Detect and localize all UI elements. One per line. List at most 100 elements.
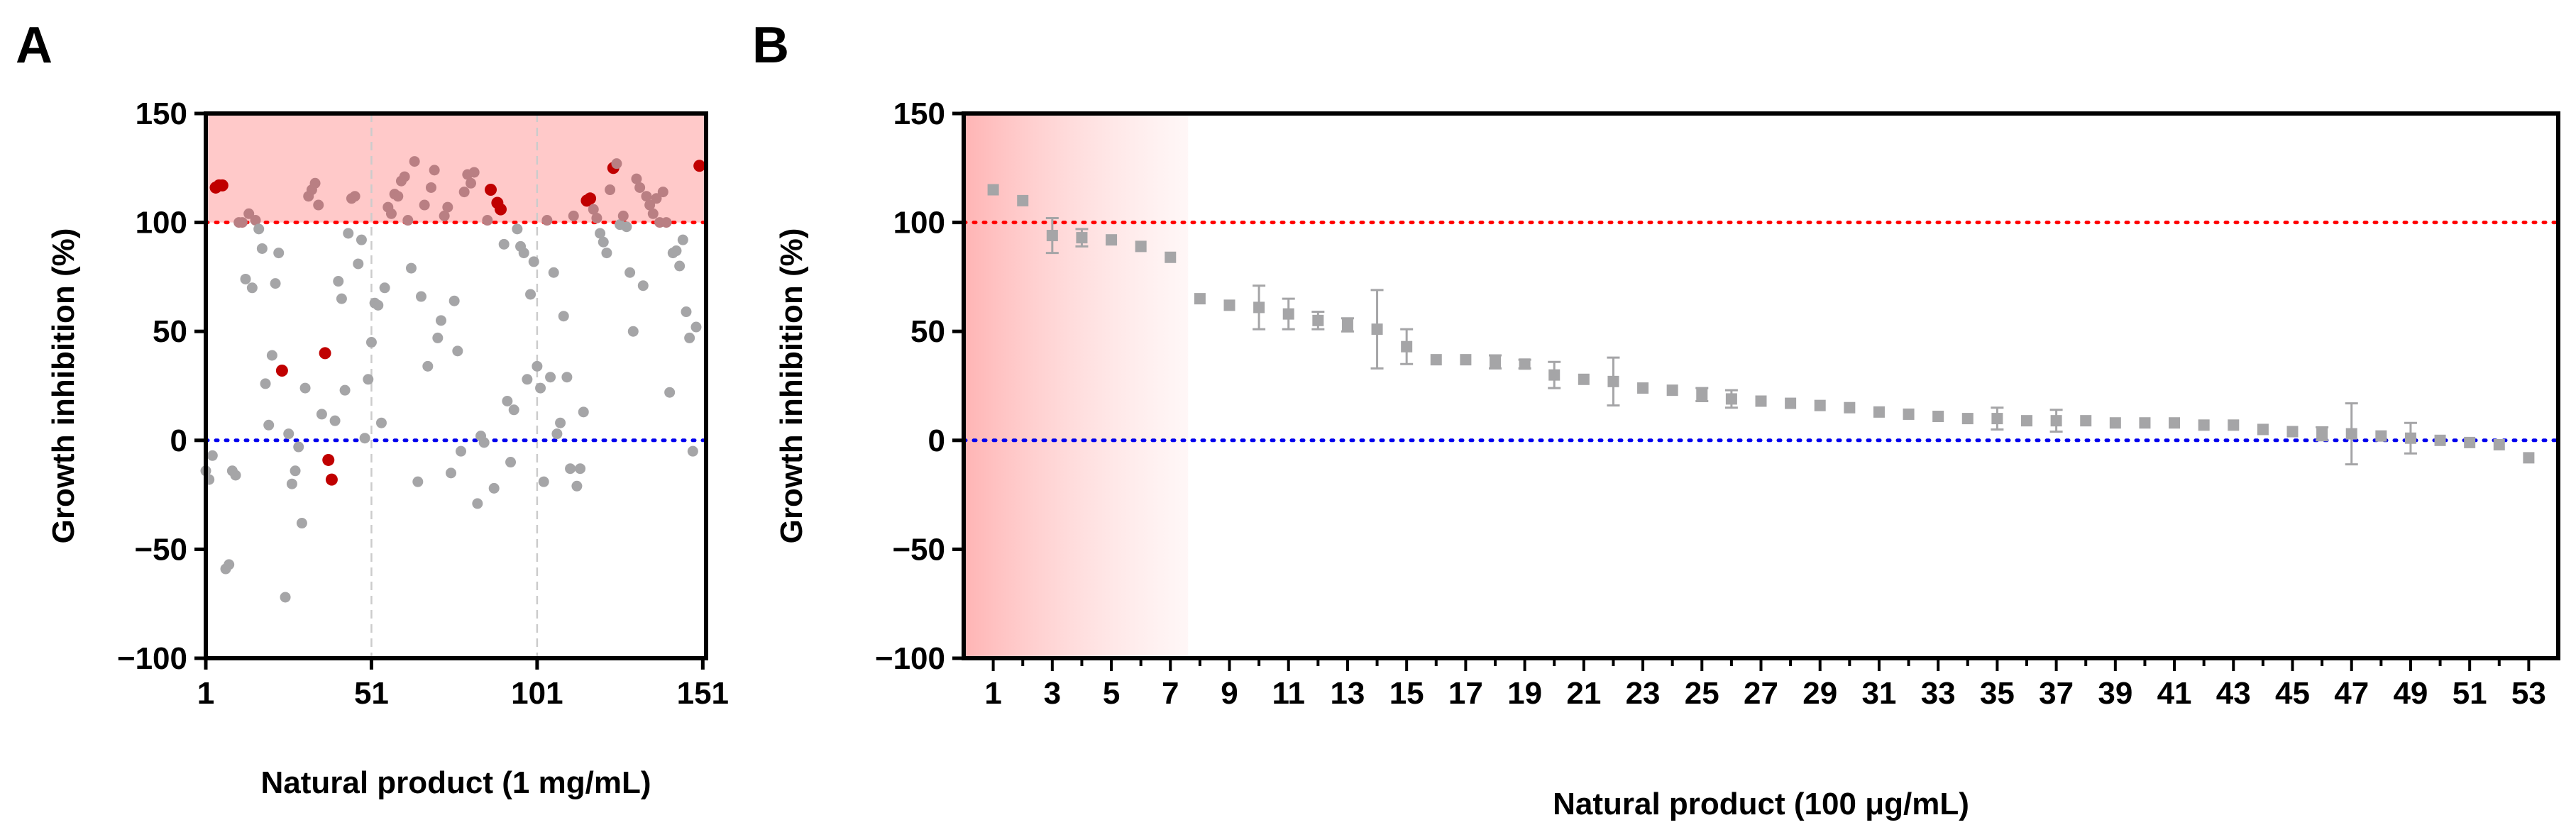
b-data-point [1873,406,1885,418]
b-y-tick-label: −50 [892,532,945,567]
b-data-point [1076,232,1088,244]
a-x-tick-label: 151 [677,676,729,711]
a-data-point [627,326,639,337]
b-plot-frame [962,111,2560,660]
b-x-tick-label: 1 [984,676,1001,711]
a-data-point [664,387,676,398]
a-data-point [561,372,573,383]
b-y-tick-label: 0 [928,423,945,458]
a-data-point [243,208,255,219]
a-data-point [498,238,510,250]
panel-letter-b: B [752,17,789,74]
b-x-axis-title: Natural product (100 μg/mL) [1553,787,1969,821]
a-data-point [256,243,268,254]
b-data-point [1519,358,1531,370]
b-x-tick-label: 45 [2275,676,2310,711]
a-data-point [651,193,662,204]
a-data-point [313,199,324,211]
a-data-point [322,453,335,466]
b-data-point [2345,428,2357,440]
a-data-point [415,291,426,302]
b-x-tick-label: 51 [2453,676,2487,711]
a-data-point [399,171,410,182]
b-data-point [2464,436,2476,448]
a-data-point [260,378,271,389]
a-data-point [230,470,241,481]
b-data-point [1135,240,1147,253]
b-data-point [2434,434,2446,446]
a-data-point [631,173,642,184]
a-data-point [575,463,586,475]
a-data-point [647,208,659,219]
a-data-point [634,182,646,193]
a-data-point [290,465,301,477]
b-data-point [1046,230,1058,242]
a-data-point [684,332,695,343]
a-data-point [681,306,692,318]
a-data-point [482,215,493,226]
a-data-point [518,248,529,259]
b-x-tick-label: 25 [1685,676,1719,711]
b-data-point [1312,314,1324,326]
b-x-tick-label: 33 [1921,676,1956,711]
b-data-point [1430,354,1442,366]
a-data-point [601,248,612,259]
b-data-point [1371,323,1383,336]
b-data-point [1637,382,1649,394]
b-y-axis-title: Growth inhibition (%) [774,228,809,544]
b-data-point [2404,432,2416,444]
a-data-point [555,417,566,428]
b-data-point [1017,194,1029,206]
a-data-point [505,457,517,468]
a-data-point [485,184,497,196]
b-x-tick-label: 3 [1044,676,1061,711]
b-data-point [1548,369,1561,381]
a-data-point [319,347,331,360]
b-x-tick-label: 15 [1389,676,1424,711]
a-data-point [336,293,347,304]
b-data-point [1755,395,1767,407]
b-data-point [2139,417,2151,429]
a-data-point [286,478,297,489]
b-x-tick-label: 9 [1221,676,1238,711]
b-x-tick-label: 19 [1507,676,1542,711]
a-data-point [456,445,467,457]
a-data-point [236,217,248,228]
a-data-point [452,345,463,357]
a-data-point [472,498,483,509]
a-data-point [425,182,436,193]
b-x-axis: 1 3 5 7 9 11 13 15 17 19 21 23 25 27 29 31 33 35 37 39 41 43 4… [984,658,2546,711]
b-data-point [2523,452,2535,464]
a-data-point [522,374,533,385]
b-data-point [2021,415,2032,427]
b-data-point [1253,301,1265,314]
a-data-point [641,191,652,202]
a-data-point [693,160,706,172]
a-data-point [429,165,440,176]
a-data-point [280,592,291,603]
b-x-tick-label: 5 [1103,676,1120,711]
a-data-point [584,192,597,205]
b-x-tick-label: 39 [2098,676,2132,711]
a-data-point [525,289,536,300]
a-data-point [488,482,500,494]
a-data-point [644,199,656,211]
a-data-point [316,409,327,420]
b-x-tick-label: 21 [1566,676,1601,711]
a-data-point [621,221,632,233]
a-data-point [353,258,364,270]
b-data-point [1282,308,1294,320]
b-data-point [1991,413,2003,425]
b-x-tick-label: 29 [1802,676,1837,711]
a-data-point [448,295,460,306]
b-data-point [1490,356,1501,368]
b-data-point [1223,299,1235,311]
a-data-point [253,223,265,235]
a-data-point [359,433,370,444]
b-x-tick-label: 13 [1330,676,1365,711]
a-data-point [412,476,424,487]
a-data-point [545,372,556,383]
